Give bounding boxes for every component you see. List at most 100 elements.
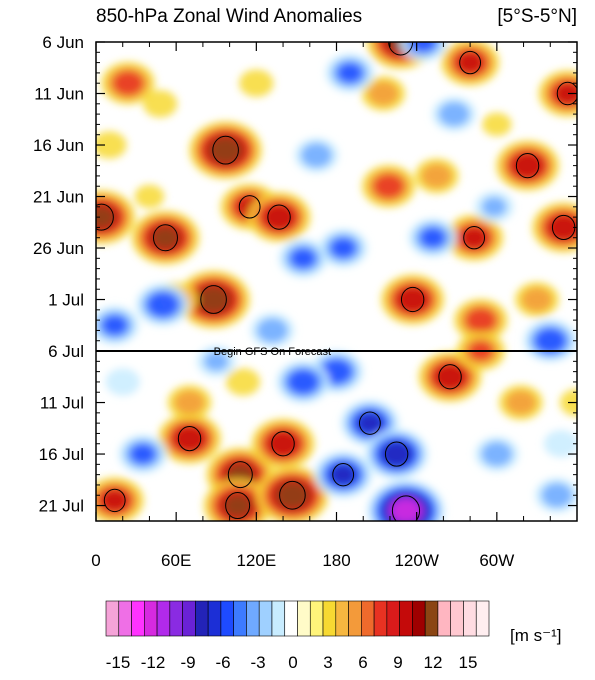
colorbar-label: -9 [180,653,195,672]
anomaly-blob [367,81,399,106]
anomaly-blob [204,351,229,372]
colorbar-swatch [297,600,311,637]
forecast-marker: Begin GFS On Forecast [96,346,577,358]
contour-line [556,81,577,106]
contour-line [459,50,482,75]
colorbar-swatch [450,600,464,637]
colorbar-swatch [118,600,132,637]
y-tick-label: 16 Jun [33,136,84,155]
anomaly-blob [482,112,512,137]
contour-line [152,224,178,252]
colorbar-swatch [182,600,196,637]
anomaly-blob [420,228,445,248]
y-tick-label: 11 Jul [40,394,84,413]
x-tick-label: 60W [479,551,514,570]
y-axis-ticks: 6 Jun 11 Jun 16 Jun 21 Jun 26 Jun 1 Jul 6 Jul 1… [33,33,84,516]
colorbar-swatch [144,600,158,637]
y-tick-label: 6 Jun [42,33,84,52]
colorbar-swatch [233,600,247,637]
anomaly-blob [547,214,577,240]
anomaly-blob [174,390,205,415]
contour-line [515,153,540,179]
anomaly-blob [96,131,127,159]
colorbar-swatch [437,600,451,637]
colorbar-label: -6 [215,653,230,672]
anomaly-blob [330,464,356,485]
y-tick-label: 21 Jul [39,497,84,516]
anomaly-blob [421,163,453,189]
contour-line [463,226,486,250]
anomaly-blob [357,412,383,434]
anomaly-blob [263,204,295,230]
anomaly-field [96,42,577,521]
contour-line [400,286,425,313]
forecast-label: Begin GFS On Forecast [214,346,331,358]
colorbar-swatch [195,600,209,637]
contour-line [332,462,355,487]
anomaly-blob [105,368,140,396]
anomaly-blob [481,197,507,217]
anomaly-blob [461,227,487,248]
anomaly-blob [330,238,356,258]
anomaly-blob [256,318,288,343]
contour-line [103,488,126,513]
contour-line [96,203,114,231]
anomaly-blob [134,184,165,209]
anomaly-blob [290,248,316,269]
x-tick-label: 120E [236,551,276,570]
colorbar-swatch [284,600,298,637]
anomaly-blob [287,369,319,395]
anomaly-blob [481,441,513,467]
contour-line [225,492,251,520]
colorbar-label: 6 [358,653,367,672]
contour-line [177,425,202,452]
colorbar-swatch [348,600,362,637]
colorbar-label: 12 [424,653,443,672]
anomaly-blob [239,69,274,97]
anomaly-blob [173,426,206,452]
colorbar-swatch [424,600,439,637]
colorbar-swatch [246,600,260,637]
colorbar-swatch [361,600,375,637]
anomaly-blob [434,364,466,390]
colorbar-swatch [169,600,183,637]
colorbar-label: 9 [393,653,402,672]
colorbar-swatch [309,600,324,637]
contour-line [238,195,261,219]
contour-line [271,431,295,457]
anomaly-blob [543,430,577,458]
y-tick-label: 1 Jul [48,291,84,310]
contour-line [227,461,253,489]
plot-frame [95,41,578,522]
anomaly-blob [225,368,261,396]
colorbar-swatch [463,600,477,637]
anomaly-blob [224,494,252,517]
anomaly-blob [438,101,470,127]
colorbar-swatch [386,600,400,637]
anomaly-blob [147,292,179,317]
colorbar-label: 3 [323,653,332,672]
anomaly-blob [541,482,573,508]
contour-line [279,480,306,510]
anomaly-blob [112,71,144,96]
anomaly-blob [337,63,363,83]
anomaly-blob [465,307,497,333]
contour-line [359,411,381,435]
x-tick-label: 180 [322,551,350,570]
colorbar-swatch [207,600,222,637]
colorbar: -15 -12 -9 -6 -3 0 3 6 9 12 15 [m s⁻¹] [105,600,561,672]
units-label: [m s⁻¹] [510,626,561,645]
anomaly-blob [505,390,537,415]
x-axis-ticks: 0 60E 120E 180 120W 60W [91,551,514,570]
anomaly-blob [142,90,178,118]
colorbar-label: -12 [141,653,166,672]
colorbar-swatch [105,600,120,637]
colorbar-swatch [131,600,145,637]
contour-line [388,42,414,56]
colorbar-swatch [335,600,349,637]
contour-line [200,285,227,314]
contour-line [267,204,291,230]
contour-line [212,135,239,165]
anomaly-blob [380,441,413,467]
